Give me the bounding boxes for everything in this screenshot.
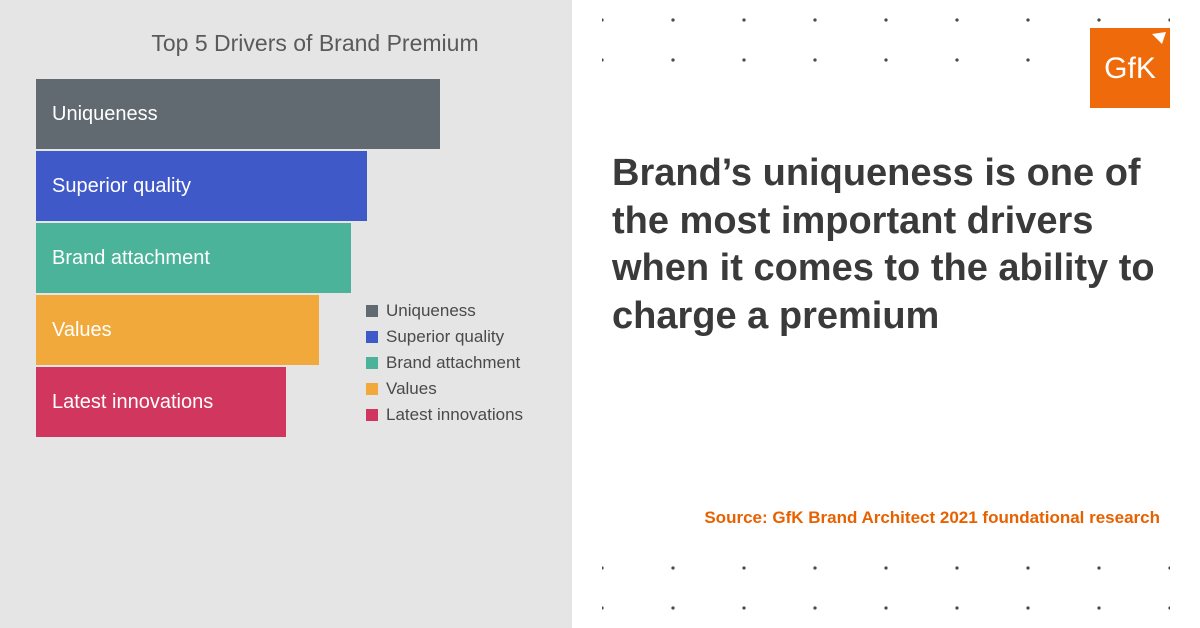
bar-label: Brand attachment: [52, 247, 210, 270]
bar-label: Uniqueness: [52, 103, 158, 126]
legend-swatch: [366, 357, 378, 369]
legend-swatch: [366, 305, 378, 317]
legend-item: Superior quality: [366, 327, 523, 347]
bar-brand-attachment: Brand attachment: [36, 223, 351, 293]
gfk-logo: GfK: [1090, 28, 1170, 108]
bar-label: Superior quality: [52, 175, 191, 198]
bar-superior-quality: Superior quality: [36, 151, 367, 221]
legend-label: Latest innovations: [386, 405, 523, 425]
bar-latest-innovations: Latest innovations: [36, 367, 286, 437]
dot-strip-bottom: [602, 548, 1170, 628]
chart-title: Top 5 Drivers of Brand Premium: [76, 30, 554, 57]
legend-item: Values: [366, 379, 523, 399]
legend-label: Superior quality: [386, 327, 504, 347]
chart-area: Uniqueness Superior quality Brand attachme…: [36, 79, 554, 437]
bar-label: Values: [52, 319, 112, 342]
legend-swatch: [366, 409, 378, 421]
legend-item: Brand attachment: [366, 353, 523, 373]
legend-label: Brand attachment: [386, 353, 520, 373]
legend-label: Uniqueness: [386, 301, 476, 321]
bar-uniqueness: Uniqueness: [36, 79, 440, 149]
legend-item: Latest innovations: [366, 405, 523, 425]
headline-text: Brand’s uniqueness is one of the most im…: [612, 150, 1160, 340]
gfk-logo-text: GfK: [1104, 52, 1156, 85]
legend-label: Values: [386, 379, 437, 399]
left-panel: Top 5 Drivers of Brand Premium Uniquenes…: [0, 0, 572, 628]
source-text: Source: GfK Brand Architect 2021 foundat…: [704, 508, 1160, 528]
bar-values: Values: [36, 295, 319, 365]
legend-swatch: [366, 331, 378, 343]
chart-legend: Uniqueness Superior quality Brand attachme…: [366, 301, 523, 431]
right-panel: GfK Brand’s uniqueness is one of the mos…: [572, 0, 1200, 628]
dot-strip-top: [602, 0, 1170, 80]
legend-item: Uniqueness: [366, 301, 523, 321]
legend-swatch: [366, 383, 378, 395]
bar-label: Latest innovations: [52, 391, 213, 414]
